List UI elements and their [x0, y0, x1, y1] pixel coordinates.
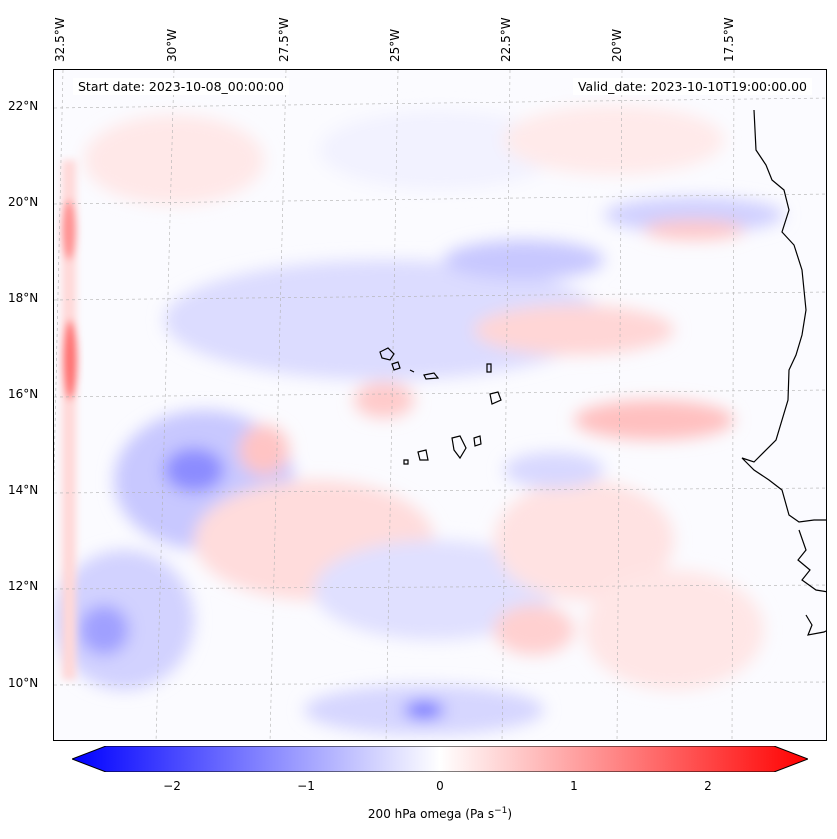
- lat-label: 22°N: [8, 99, 39, 113]
- lon-label: 32.5°W: [53, 17, 67, 62]
- lon-label: 17.5°W: [722, 17, 736, 62]
- colorbar-tick: −1: [297, 779, 315, 793]
- gridlines: [54, 70, 826, 740]
- map-panel: [53, 69, 827, 741]
- colorbar-tick: 0: [436, 779, 444, 793]
- lon-label: 22.5°W: [499, 17, 513, 62]
- colorbar: [72, 746, 808, 772]
- colorbar-tick: −2: [163, 779, 181, 793]
- lon-label: 27.5°W: [277, 17, 291, 62]
- africa-coastline: [741, 109, 826, 636]
- lat-label: 12°N: [8, 579, 39, 593]
- colorbar-label: 200 hPa omega (Pa s−1): [367, 806, 513, 821]
- lat-label: 20°N: [8, 195, 39, 209]
- cape-verde-islands: [379, 347, 502, 465]
- omega-field-map: [54, 70, 826, 740]
- lat-label: 18°N: [8, 291, 39, 305]
- lon-label: 30°W: [165, 28, 179, 62]
- omega-shading: [54, 105, 784, 735]
- lat-label: 10°N: [8, 676, 39, 690]
- lon-label: 25°W: [388, 28, 402, 62]
- lon-label: 20°W: [610, 28, 624, 62]
- colorbar-tick: 1: [570, 779, 578, 793]
- valid-date-label: Valid_date: 2023-10-10T19:00:00.00: [572, 78, 812, 95]
- start-date-label: Start date: 2023-10-08_00:00:00: [73, 78, 289, 95]
- lat-label: 14°N: [8, 483, 39, 497]
- colorbar-tick: 2: [704, 779, 712, 793]
- lat-label: 16°N: [8, 387, 39, 401]
